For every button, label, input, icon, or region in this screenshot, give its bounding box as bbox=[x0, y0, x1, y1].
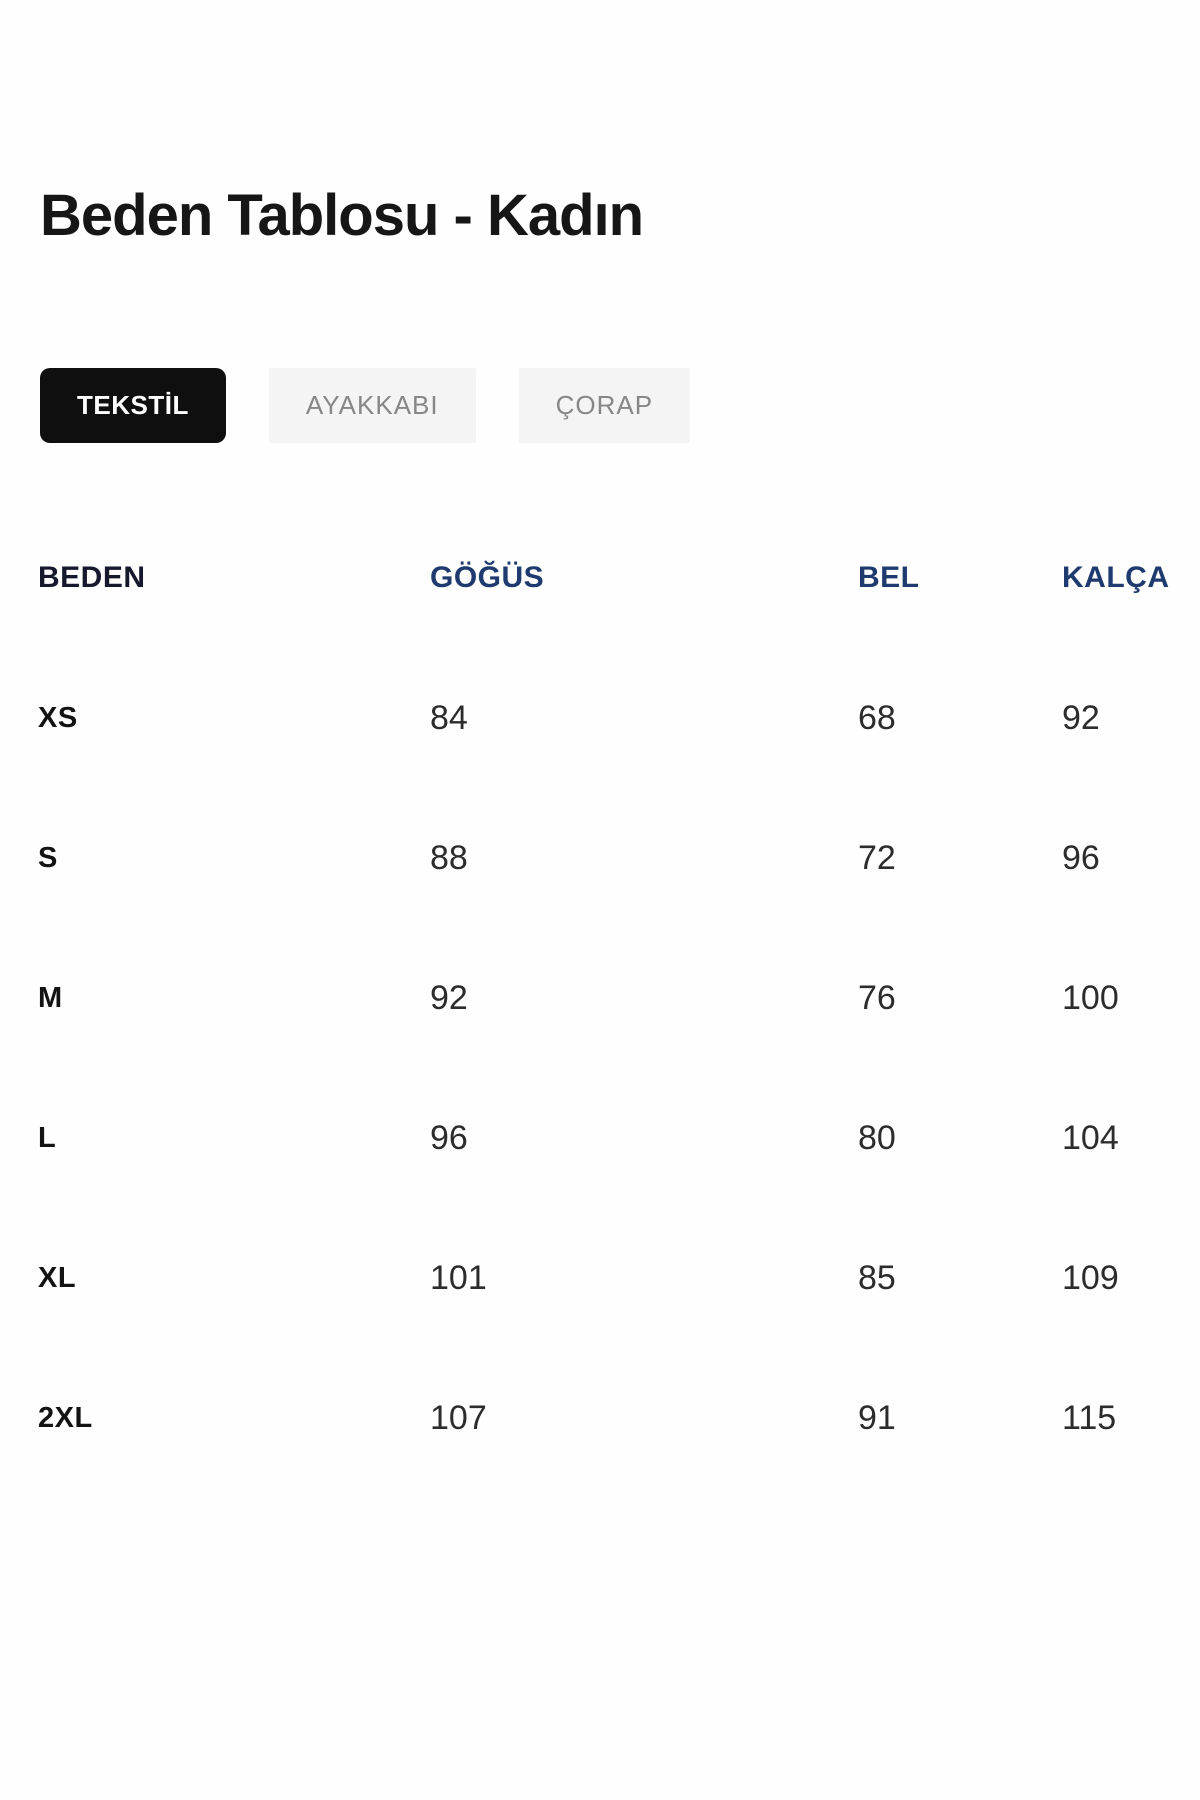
hip-cell: 92 bbox=[1062, 698, 1100, 737]
column-header-beden: BEDEN bbox=[38, 561, 146, 594]
table-body: XS 84 68 92 S 88 72 96 M 92 76 100 L 96 … bbox=[38, 648, 1162, 1488]
size-cell: M bbox=[38, 981, 63, 1014]
table-row: XL 101 85 109 bbox=[38, 1208, 1162, 1348]
hip-cell: 96 bbox=[1062, 838, 1100, 877]
column-header-kalca: KALÇA bbox=[1062, 561, 1170, 594]
size-cell: XL bbox=[38, 1261, 77, 1294]
table-row: S 88 72 96 bbox=[38, 788, 1162, 928]
size-cell: 2XL bbox=[38, 1401, 93, 1434]
chest-cell: 107 bbox=[430, 1398, 487, 1437]
table-row: L 96 80 104 bbox=[38, 1068, 1162, 1208]
size-cell: XS bbox=[38, 701, 78, 734]
hip-cell: 100 bbox=[1062, 978, 1119, 1017]
column-header-bel: BEL bbox=[858, 561, 920, 594]
hip-cell: 115 bbox=[1062, 1398, 1117, 1437]
size-cell: S bbox=[38, 841, 58, 874]
chest-cell: 96 bbox=[430, 1118, 468, 1157]
chest-cell: 92 bbox=[430, 978, 468, 1017]
size-cell: L bbox=[38, 1121, 57, 1154]
size-table: BEDEN GÖĞÜS BEL KALÇA XS 84 68 92 S 88 7… bbox=[38, 508, 1169, 1488]
hip-cell: 104 bbox=[1062, 1118, 1119, 1157]
category-tabs: TEKSTİL AYAKKABI ÇORAP bbox=[40, 368, 691, 443]
waist-cell: 68 bbox=[858, 698, 896, 737]
table-row: XS 84 68 92 bbox=[38, 648, 1162, 788]
column-header-gogus: GÖĞÜS bbox=[430, 561, 545, 594]
chest-cell: 84 bbox=[430, 698, 468, 737]
chest-cell: 101 bbox=[430, 1258, 487, 1297]
table-header-row: BEDEN GÖĞÜS BEL KALÇA bbox=[38, 508, 1169, 648]
table-row: M 92 76 100 bbox=[38, 928, 1162, 1068]
page-title: Beden Tablosu - Kadın bbox=[40, 183, 644, 248]
waist-cell: 91 bbox=[858, 1398, 896, 1437]
tab-ayakkabi[interactable]: AYAKKABI bbox=[268, 368, 476, 443]
chest-cell: 88 bbox=[430, 838, 468, 877]
waist-cell: 80 bbox=[858, 1118, 896, 1157]
table-row: 2XL 107 91 115 bbox=[38, 1348, 1162, 1488]
tab-tekstil[interactable]: TEKSTİL bbox=[40, 368, 226, 443]
hip-cell: 109 bbox=[1062, 1258, 1119, 1297]
waist-cell: 85 bbox=[858, 1258, 896, 1297]
waist-cell: 72 bbox=[858, 838, 896, 877]
waist-cell: 76 bbox=[858, 978, 896, 1017]
tab-corap[interactable]: ÇORAP bbox=[518, 368, 691, 443]
